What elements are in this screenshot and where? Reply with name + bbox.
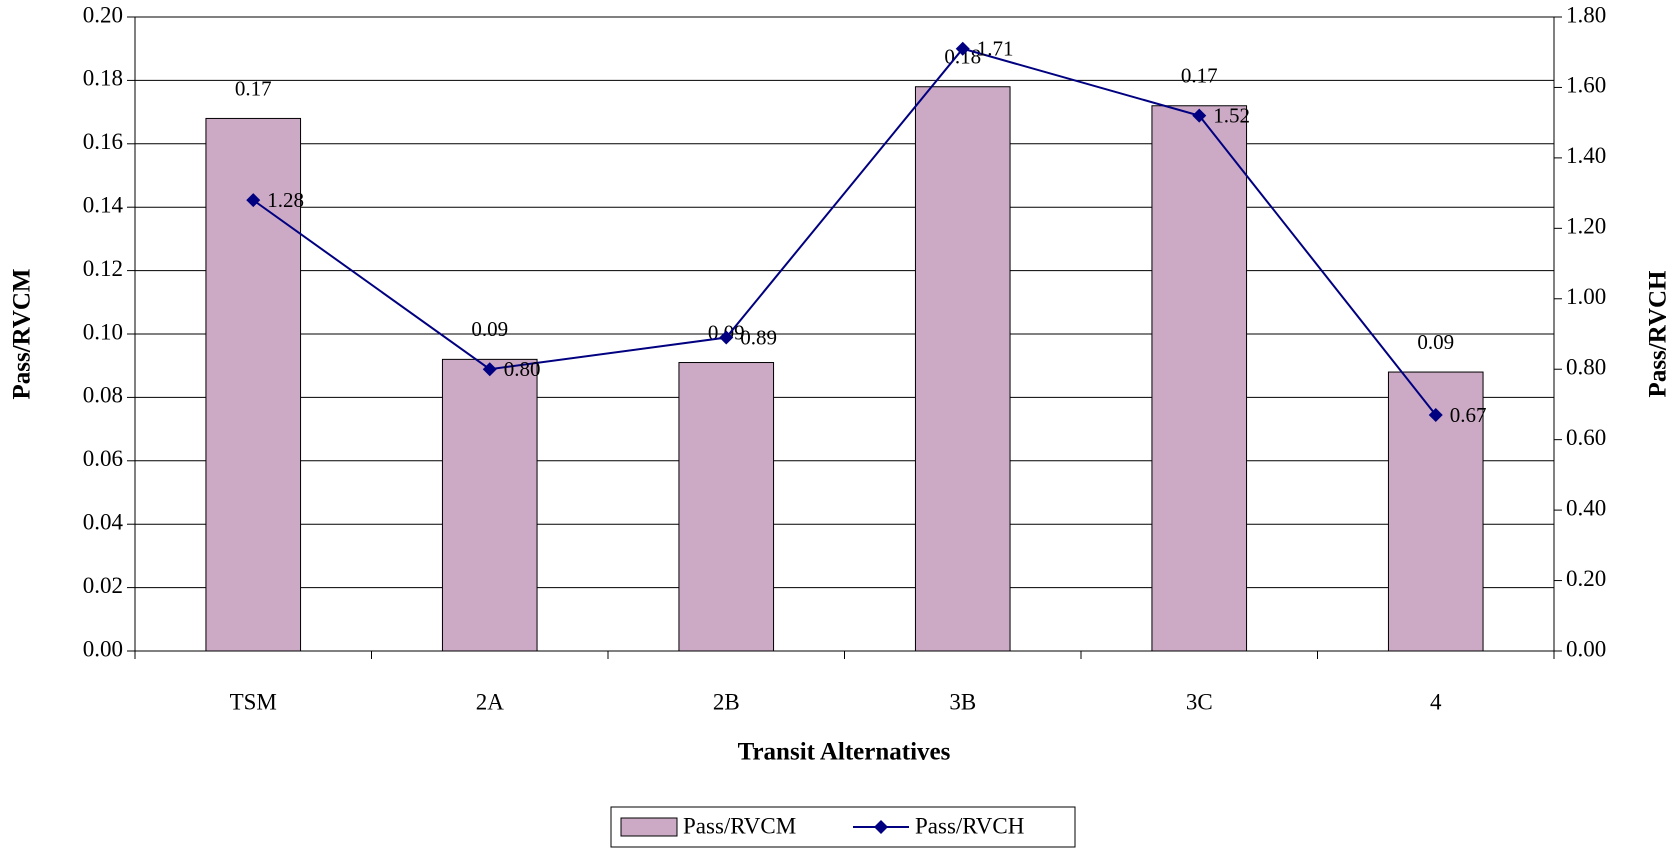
bar-value-label: 0.17 [1181,64,1218,88]
y2-tick-label: 1.60 [1566,73,1606,98]
y-tick-label: 0.04 [83,509,124,534]
y2-tick-label: 0.60 [1566,425,1606,450]
y2-tick-label: 0.40 [1566,495,1606,520]
line [252,47,1437,416]
line-marker [955,41,970,56]
line-value-label: 1.71 [977,37,1014,61]
y2-tick-label: 1.80 [1566,2,1606,27]
line-value-label: 1.28 [267,188,304,212]
legend-box [610,806,1076,848]
y-tick-label: 0.20 [83,2,123,27]
x-tick-label: 2B [713,689,740,714]
x-tick-label: TSM [230,689,277,714]
y2-axis-title: Pass/RVCH [1645,270,1672,397]
bar-value-label: 0.17 [235,76,272,100]
y-tick-label: 0.06 [83,446,123,471]
legend-label: Pass/RVCM [683,813,796,838]
bar [678,362,775,652]
line-marker [1192,108,1207,123]
line-value-label: 0.89 [740,325,777,349]
x-axis-title: Transit Alternatives [738,739,951,766]
line-marker [719,330,734,345]
y-tick-label: 0.02 [83,573,123,598]
y2-tick-label: 1.20 [1566,214,1606,239]
bar [205,117,302,652]
y-tick-label: 0.00 [83,636,123,661]
y-tick-label: 0.08 [83,383,123,408]
y-tick-label: 0.14 [83,192,124,217]
legend-label: Pass/RVCH [915,813,1024,838]
x-tick-label: 3C [1186,689,1213,714]
y-tick-label: 0.16 [83,129,123,154]
x-tick-label: 2A [476,689,505,714]
line-value-label: 0.67 [1450,403,1487,427]
line-marker [1428,408,1443,423]
line-marker [482,362,497,377]
y2-tick-label: 0.20 [1566,566,1606,591]
x-tick-label: 4 [1430,689,1442,714]
bar [1151,105,1248,652]
y-tick-label: 0.18 [83,66,123,91]
y2-tick-label: 0.80 [1566,355,1606,380]
line-value-label: 0.80 [504,357,541,381]
bar [914,86,1011,652]
bar [441,358,538,652]
line-value-label: 1.52 [1213,103,1250,127]
y-tick-label: 0.10 [83,319,123,344]
bar-value-label: 0.09 [1417,330,1454,354]
legend-swatch [620,817,678,837]
line-marker [246,193,261,208]
bar-value-label: 0.09 [471,317,508,341]
legend-marker [874,820,888,834]
y2-tick-label: 1.00 [1566,284,1606,309]
y2-tick-label: 0.00 [1566,636,1606,661]
y2-tick-label: 1.40 [1566,143,1606,168]
y-tick-label: 0.12 [83,256,123,281]
y-axis-title: Pass/RVCM [9,268,36,399]
x-tick-label: 3B [949,689,976,714]
